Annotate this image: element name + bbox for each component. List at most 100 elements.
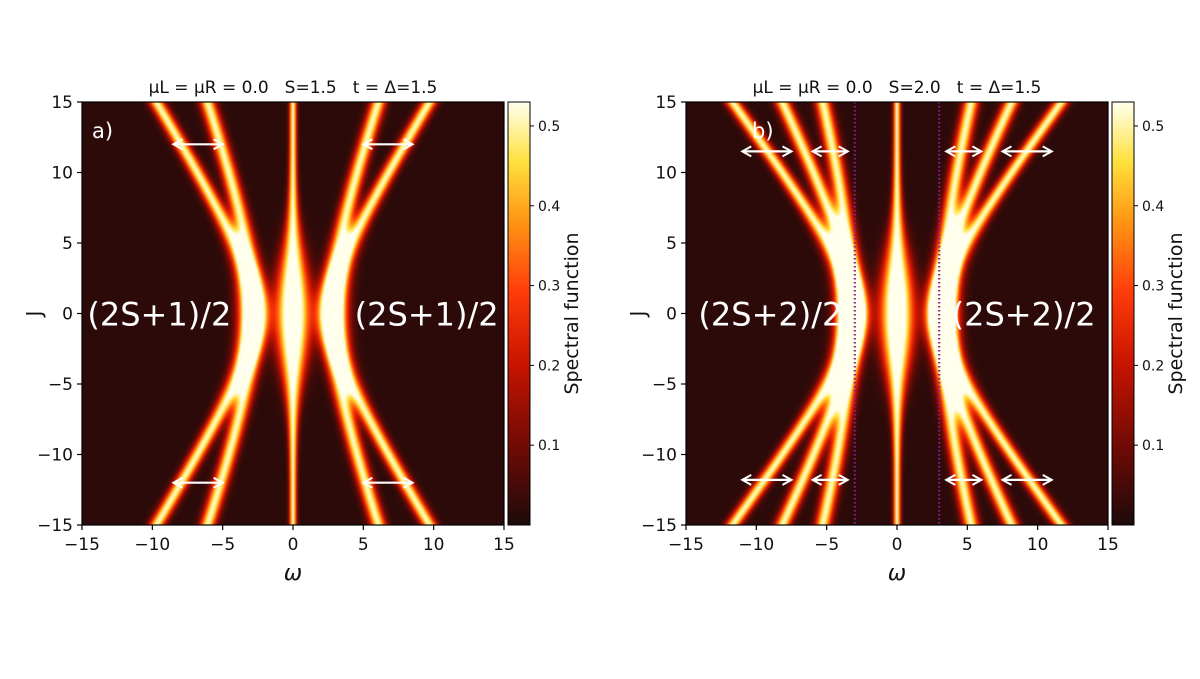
y-tick-label: −5 — [48, 375, 73, 395]
colorbar-label: Spectral function — [561, 232, 583, 394]
region-label: (2S+1)/2 — [87, 296, 231, 334]
arrow-head-right — [213, 138, 225, 151]
arrow-head-left — [944, 145, 956, 158]
chart-title-part: t = Δ=1.5 — [957, 78, 1042, 98]
y-tick-label: −5 — [652, 375, 677, 395]
arrow-head-left — [1000, 474, 1012, 486]
arrow-head-right — [782, 474, 794, 486]
chart-title-part: t = Δ=1.5 — [353, 78, 438, 98]
x-tick-label: 0 — [288, 535, 299, 555]
colorbar-gradient — [508, 102, 530, 525]
heatmap-image — [686, 102, 1108, 525]
x-tick-label: −10 — [738, 535, 774, 555]
double-arrow — [740, 474, 794, 486]
y-tick-label: 15 — [655, 93, 677, 113]
x-tick-label: −5 — [210, 535, 235, 555]
x-tick-label: 5 — [358, 535, 369, 555]
y-tick-label: 0 — [62, 305, 73, 325]
chart-title-part: S=1.5 — [285, 78, 337, 98]
y-tick-label: −15 — [37, 516, 73, 536]
panel-label: a) — [92, 119, 113, 143]
colorbar-tick-label: 0.1 — [538, 438, 560, 454]
colorbar-gradient — [1112, 102, 1134, 525]
y-tick-label: 10 — [655, 164, 677, 184]
x-tick-label: 15 — [493, 535, 515, 555]
arrow-head-right — [971, 474, 984, 486]
arrow-head-right — [403, 476, 415, 489]
colorbar-label: Spectral function — [1165, 232, 1187, 394]
chart-title-part: μL = μR = 0.0 — [149, 78, 269, 98]
arrow-head-left — [1000, 145, 1012, 158]
arrow-head-right — [838, 474, 850, 486]
arrow-head-left — [361, 138, 373, 151]
y-tick-label: 5 — [666, 234, 677, 254]
arrow-head-left — [810, 474, 823, 486]
arrow-head-right — [1042, 474, 1054, 486]
double-arrow — [1000, 145, 1054, 158]
double-arrow — [944, 474, 984, 486]
x-tick-label: −10 — [134, 535, 170, 555]
arrow-head-right — [403, 138, 415, 151]
region-label: (2S+2)/2 — [952, 296, 1096, 334]
x-tick-label: −15 — [64, 535, 100, 555]
arrow-head-left — [740, 145, 752, 158]
x-tick-label: 0 — [892, 535, 903, 555]
double-arrow — [740, 145, 794, 158]
chart-panel-b: −15 −10 −5 0 5 10 15 −15 −10 −5 0 5 10 15 ω JμL = μR = … — [626, 78, 1187, 586]
y-tick-label: 10 — [51, 164, 73, 184]
region-label: (2S+2)/2 — [698, 296, 842, 334]
chart-panel-a: −15 −10 −5 0 5 10 15 −15 −10 −5 0 5 10 15 ω JμL = μR = … — [22, 78, 583, 586]
colorbar-tick-label: 0.4 — [538, 199, 560, 215]
y-tick-label: 15 — [51, 93, 73, 113]
colorbar: 0.1 0.2 0.3 0.4 0.5 Spectral function — [1111, 101, 1187, 526]
colorbar-tick-label: 0.1 — [1142, 438, 1164, 454]
chart-title: μL = μR = 0.0 S=2.0 t = Δ=1.5 — [753, 78, 1042, 98]
arrow-head-left — [810, 145, 823, 158]
arrow-head-right — [1042, 145, 1054, 158]
y-tick-label: −15 — [641, 516, 677, 536]
x-tick-label: −15 — [668, 535, 704, 555]
arrow-head-left — [361, 476, 373, 489]
x-axis-label: ω — [284, 561, 302, 586]
double-arrow — [171, 476, 225, 489]
double-arrow — [361, 138, 415, 151]
y-tick-label: 5 — [62, 234, 73, 254]
y-tick-label: −10 — [37, 446, 73, 466]
colorbar-tick-label: 0.3 — [1142, 279, 1164, 295]
arrow-head-right — [838, 145, 850, 158]
double-arrow — [361, 476, 415, 489]
y-tick-label: 0 — [666, 305, 677, 325]
x-tick-label: −5 — [814, 535, 839, 555]
arrow-head-right — [971, 145, 984, 158]
panel-label: b) — [752, 119, 774, 143]
double-arrow — [944, 145, 984, 158]
colorbar-tick-label: 0.5 — [1142, 119, 1164, 135]
arrow-head-left — [944, 474, 956, 486]
colorbar: 0.1 0.2 0.3 0.4 0.5 Spectral function — [507, 101, 583, 526]
y-axis-label: J — [22, 311, 46, 319]
x-axis-label: ω — [888, 561, 906, 586]
arrow-head-left — [740, 474, 752, 486]
colorbar-tick-label: 0.4 — [1142, 199, 1164, 215]
arrow-head-left — [171, 476, 183, 489]
colorbar-tick-label: 0.2 — [538, 358, 560, 374]
chart-title-part: μL = μR = 0.0 — [753, 78, 873, 98]
x-tick-label: 5 — [962, 535, 973, 555]
colorbar-tick-label: 0.3 — [538, 279, 560, 295]
region-label: (2S+1)/2 — [355, 296, 499, 334]
chart-title: μL = μR = 0.0 S=1.5 t = Δ=1.5 — [149, 78, 438, 98]
double-arrow — [810, 474, 850, 486]
colorbar-tick-label: 0.5 — [538, 119, 560, 135]
x-tick-label: 15 — [1097, 535, 1119, 555]
chart-title-part: S=2.0 — [889, 78, 941, 98]
arrow-head-right — [782, 145, 794, 158]
colorbar-frame — [1111, 101, 1135, 526]
double-arrow — [1000, 474, 1054, 486]
colorbar-frame — [507, 101, 531, 526]
double-arrow — [810, 145, 850, 158]
colorbar-tick-label: 0.2 — [1142, 358, 1164, 374]
double-arrow — [171, 138, 225, 151]
arrow-head-left — [171, 138, 183, 151]
